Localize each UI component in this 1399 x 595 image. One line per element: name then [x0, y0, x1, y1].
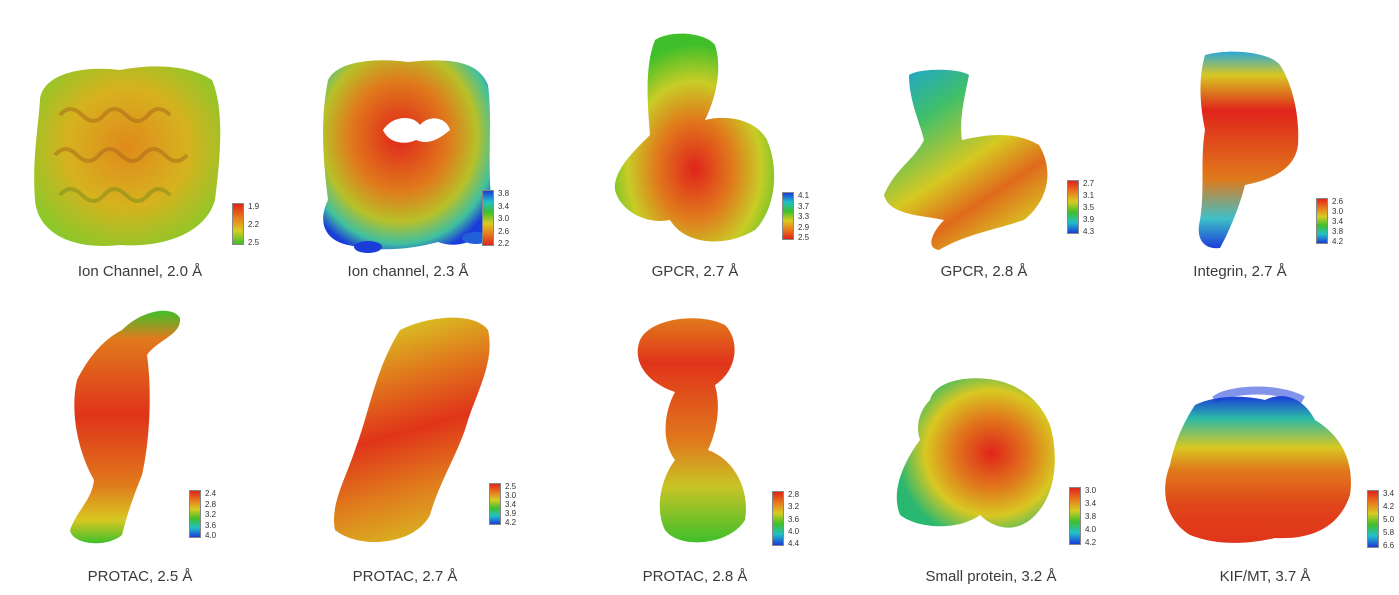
colorbar-tick-label: 4.0 — [205, 531, 217, 540]
colorbar-tick-label: 3.4 — [1085, 499, 1097, 508]
colorbar-tick-label: 3.4 — [498, 201, 510, 211]
colorbar-tick-label: 4.0 — [788, 526, 800, 536]
panel-kif-mt-3-7: 3.4 4.2 5.0 5.8 6.6 KIF/MT, 3.7 Å — [1155, 300, 1399, 590]
colorbar-tick-label: 3.4 — [505, 500, 517, 509]
panel-caption: PROTAC, 2.7 Å — [352, 568, 458, 585]
panel-caption: PROTAC, 2.5 Å — [87, 568, 193, 585]
colorbar-tick-label: 3.0 — [505, 491, 517, 500]
colorbar-tick-label: 3.8 — [1332, 227, 1344, 236]
colorbar-tick-label: 3.3 — [798, 212, 810, 221]
density-map-gpcr-2-7 — [614, 33, 775, 242]
colorbar-tick-label: 3.6 — [205, 520, 217, 530]
colorbar-tick-label: 1.9 — [248, 202, 260, 211]
colorbar-tick-label: 3.0 — [498, 214, 510, 223]
colorbar-tick-label: 3.5 — [1083, 203, 1095, 212]
panel-caption: GPCR, 2.7 Å — [651, 263, 739, 280]
panel-gpcr-2-7: 4.1 3.7 3.3 2.9 2.5 GPCR, 2.7 Å — [575, 20, 845, 310]
panel-gpcr-2-8: 2.7 3.1 3.5 3.9 4.3 GPCR, 2.8 Å — [864, 20, 1134, 310]
colorbar-tick-label: 4.2 — [1332, 237, 1344, 246]
panel-integrin-2-7: 2.6 3.0 3.4 3.8 4.2 Integrin, 2.7 Å — [1120, 20, 1390, 310]
colorbar-tick-label: 2.5 — [505, 482, 517, 491]
colorbar-tick-label: 6.6 — [1383, 541, 1395, 550]
colorbar-tick-label: 3.4 — [1383, 489, 1395, 498]
density-map-ion-channel-2-0 — [34, 66, 221, 246]
colorbar-tick-label: 2.2 — [498, 239, 510, 248]
density-map-protac-2-5 — [70, 310, 181, 544]
colorbar-tick-label: 3.7 — [798, 201, 810, 211]
colorbar-tick-label: 3.4 — [1332, 217, 1344, 226]
colorbar-tick-label: 3.8 — [498, 189, 510, 198]
colorbar-tick-label: 4.0 — [1085, 525, 1097, 534]
colorbar-tick-label: 3.2 — [205, 510, 217, 519]
density-map-small-protein-3-2 — [896, 378, 1055, 528]
colorbar-tick-label: 3.8 — [1085, 512, 1097, 521]
panel-caption: KIF/MT, 3.7 Å — [1219, 568, 1311, 585]
density-map-ion-channel-2-3 — [323, 60, 493, 253]
colorbar-tick-label: 5.8 — [1383, 528, 1395, 537]
colorbar-tick-label: 3.0 — [1332, 207, 1344, 216]
colorbar-tick-label: 3.6 — [788, 514, 800, 524]
panel-caption: GPCR, 2.8 Å — [940, 263, 1028, 280]
colorbar-tick-label: 2.5 — [798, 233, 810, 242]
panel-caption: PROTAC, 2.8 Å — [642, 568, 748, 585]
density-map-protac-2-7 — [334, 317, 490, 542]
colorbar-tick-label: 2.9 — [798, 222, 810, 232]
colorbar-tick-label: 3.2 — [788, 502, 800, 512]
panel-caption: Small protein, 3.2 Å — [925, 568, 1057, 585]
colorbar-tick-label: 2.5 — [248, 238, 260, 247]
colorbar-tick-label: 2.6 — [1332, 197, 1344, 206]
colorbar-tick-label: 4.2 — [1085, 538, 1097, 547]
colorbar-tick-label: 5.0 — [1383, 515, 1395, 524]
panel-caption: Ion Channel, 2.0 Å — [77, 263, 203, 280]
panel-ion-channel-2-0: 1.9 2.2 2.5 Ion Channel, 2.0 Å — [20, 20, 290, 310]
colorbar-tick-label: 2.6 — [498, 226, 510, 236]
colorbar-tick-label: 2.4 — [205, 489, 217, 498]
panel-small-protein-3-2: 3.0 3.4 3.8 4.0 4.2 Small protein, 3.2 Å — [880, 300, 1150, 590]
colorbar-tick-label: 4.3 — [1083, 227, 1095, 236]
density-map-gpcr-2-8 — [884, 69, 1048, 250]
colorbar-tick-label: 3.1 — [1083, 191, 1095, 200]
panel-caption: Integrin, 2.7 Å — [1193, 263, 1287, 280]
colorbar-tick-label: 3.9 — [505, 509, 517, 518]
colorbar-tick-label: 4.2 — [1383, 502, 1395, 511]
colorbar-tick-label: 2.8 — [205, 499, 217, 509]
density-map-integrin-2-7 — [1198, 51, 1299, 249]
density-map-kif-mt-3-7 — [1165, 386, 1351, 543]
density-map-protac-2-8 — [637, 318, 746, 543]
panel-caption: Ion channel, 2.3 Å — [347, 263, 469, 280]
panel-protac-2-8: 2.8 3.2 3.6 4.0 4.4 PROTAC, 2.8 Å — [620, 300, 890, 590]
colorbar-tick-label: 2.7 — [1083, 179, 1095, 188]
colorbar-tick-label: 4.1 — [798, 191, 810, 200]
panel-ion-channel-2-3: 3.8 3.4 3.0 2.6 2.2 Ion channel, 2.3 Å — [288, 20, 558, 310]
panel-protac-2-7: 2.5 3.0 3.4 3.9 4.2 PROTAC, 2.7 Å — [320, 300, 590, 590]
colorbar-tick-label: 3.0 — [1085, 486, 1097, 495]
panel-protac-2-5: 2.4 2.8 3.2 3.6 4.0 PROTAC, 2.5 Å — [32, 300, 302, 590]
colorbar-tick-label: 2.8 — [788, 490, 800, 499]
colorbar-tick-label: 3.9 — [1083, 215, 1095, 224]
colorbar-tick-label: 4.2 — [505, 518, 517, 527]
colorbar-tick-label: 2.2 — [248, 220, 260, 229]
colorbar-tick-label: 4.4 — [788, 539, 800, 548]
